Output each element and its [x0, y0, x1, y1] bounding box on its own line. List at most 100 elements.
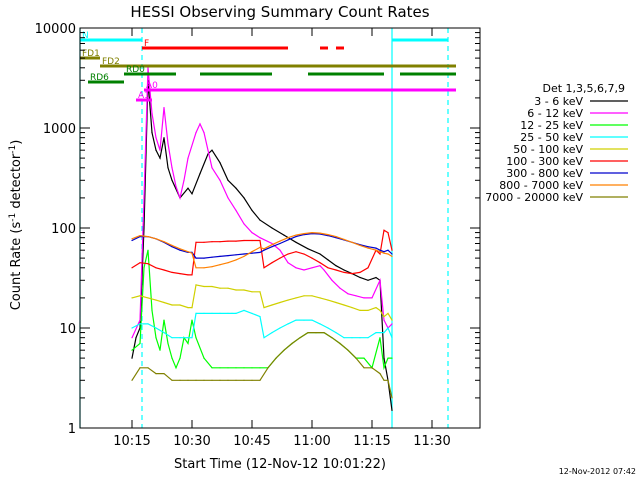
data-point [335, 269, 337, 271]
data-point [243, 309, 245, 311]
data-point [175, 185, 177, 188]
data-point [287, 239, 289, 241]
data-point [251, 252, 253, 254]
data-point [203, 132, 205, 134]
data-point [271, 246, 273, 248]
data-point [311, 267, 313, 269]
data-point [147, 367, 149, 369]
data-point [171, 271, 173, 273]
y-tick-label: 1000 [43, 122, 76, 137]
data-point [311, 232, 313, 234]
data-point [259, 316, 261, 318]
data-point [251, 232, 253, 234]
data-point [235, 259, 237, 261]
data-point [351, 273, 353, 275]
axes: 10:15 10:30 10:45 11:00 11:15 11:30 1 10 100 1000… [35, 22, 481, 449]
data-point [259, 219, 261, 221]
data-point [319, 232, 321, 234]
data-point [143, 267, 145, 269]
data-point [335, 301, 337, 304]
data-point [171, 167, 173, 169]
legend-label: 100 - 300 keV [506, 155, 583, 168]
data-point [207, 149, 209, 151]
data-point [295, 236, 297, 238]
data-point [227, 262, 229, 264]
data-point [343, 271, 345, 273]
series-line-4 [131, 284, 393, 321]
data-point [171, 246, 173, 248]
data-point [351, 307, 353, 309]
data-point [383, 357, 385, 359]
data-point [171, 337, 173, 339]
data-point [375, 247, 377, 249]
data-point [295, 234, 297, 236]
data-point [331, 279, 333, 281]
data-point [287, 323, 289, 325]
data-point [179, 379, 181, 381]
data-point [311, 257, 313, 259]
data-point [371, 297, 373, 299]
data-point [259, 246, 261, 248]
data-point [367, 309, 369, 311]
data-point [295, 241, 297, 243]
data-point [367, 267, 369, 269]
data-point [243, 289, 245, 291]
legend-label: 7000 - 20000 keV [485, 191, 583, 204]
data-point [347, 349, 349, 351]
data-point [219, 255, 221, 257]
data-point [131, 357, 133, 359]
data-point [151, 309, 153, 311]
flag-label: RD0 [126, 65, 145, 75]
data-point [131, 297, 133, 299]
data-point [211, 256, 213, 258]
data-point [391, 337, 393, 339]
data-point [327, 235, 329, 237]
data-point [211, 285, 213, 288]
data-point [211, 312, 213, 314]
data-point [179, 337, 181, 339]
data-point [163, 107, 165, 109]
flag-label: RD6 [90, 73, 109, 83]
data-point [259, 291, 261, 293]
data-point [259, 237, 261, 239]
data-point [163, 241, 165, 243]
data-point [251, 291, 253, 293]
data-point [187, 307, 189, 309]
y-tick-label: 100 [51, 222, 76, 237]
data-point [303, 253, 305, 255]
data-point [243, 255, 245, 257]
data-point [187, 274, 189, 276]
data-point [147, 249, 149, 251]
data-point [171, 379, 173, 381]
data-point [379, 309, 381, 311]
data-point [387, 232, 389, 234]
data-point [199, 123, 201, 125]
data-point [351, 241, 353, 243]
flag-label: FD1 [82, 49, 100, 59]
flag-label: A1 [138, 91, 150, 101]
data-point [327, 259, 329, 261]
data-point [191, 252, 193, 254]
data-point [263, 267, 265, 269]
data-point [359, 276, 361, 279]
data-point [387, 379, 389, 381]
data-point [187, 187, 189, 189]
legend-label: 50 - 100 keV [513, 143, 583, 156]
y-tick-label: 10 [59, 322, 76, 337]
data-point [383, 332, 385, 334]
flag-label: N [82, 31, 89, 41]
data-point [315, 332, 317, 334]
data-point [251, 251, 253, 253]
data-point [335, 237, 337, 239]
data-point [143, 197, 145, 199]
data-point [287, 237, 289, 239]
data-point [191, 319, 193, 321]
data-point [343, 238, 345, 240]
data-point [275, 357, 277, 359]
data-point [379, 253, 381, 255]
data-point [251, 379, 253, 381]
x-tick-label: 10:30 [173, 434, 210, 449]
data-point [195, 379, 197, 381]
data-point [391, 249, 393, 251]
